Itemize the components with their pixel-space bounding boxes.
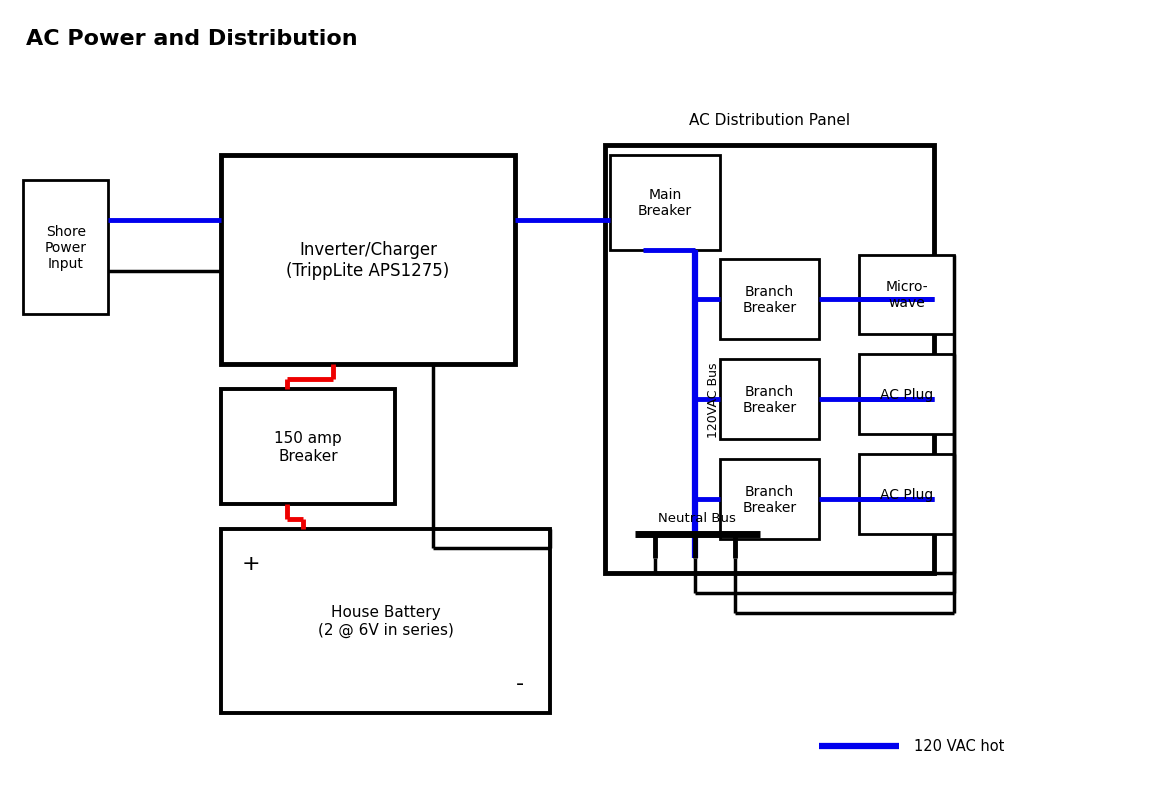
Text: 150 amp
Breaker: 150 amp Breaker (274, 431, 342, 463)
Text: House Battery
(2 @ 6V in series): House Battery (2 @ 6V in series) (317, 605, 454, 638)
Bar (859, 454, 954, 534)
Bar (605, 146, 935, 573)
Text: +: + (241, 553, 260, 573)
Text: 120VAC Bus: 120VAC Bus (707, 362, 720, 437)
Text: AC Plug: AC Plug (880, 487, 933, 501)
Text: Branch
Breaker: Branch Breaker (743, 384, 796, 415)
Text: AC Power and Distribution: AC Power and Distribution (27, 29, 358, 49)
Bar (720, 260, 820, 340)
Text: AC Distribution Panel: AC Distribution Panel (688, 113, 850, 128)
Text: Branch
Breaker: Branch Breaker (743, 285, 796, 315)
Text: AC Plug: AC Plug (880, 387, 933, 402)
Text: 120 VAC hot: 120 VAC hot (914, 739, 1004, 753)
Text: Main
Breaker: Main Breaker (637, 188, 692, 218)
Bar (221, 390, 396, 504)
Text: -: - (517, 673, 525, 693)
Bar (221, 156, 515, 365)
Bar (720, 359, 820, 439)
Bar (859, 354, 954, 435)
Text: Micro-
wave: Micro- wave (886, 280, 928, 310)
Bar (610, 156, 720, 250)
Text: Neutral Bus: Neutral Bus (658, 511, 736, 524)
Bar (859, 255, 954, 334)
Bar (221, 529, 550, 713)
Text: Branch
Breaker: Branch Breaker (743, 484, 796, 514)
Bar (720, 460, 820, 539)
Bar (23, 180, 108, 315)
Text: Inverter/Charger
(TrippLite APS1275): Inverter/Charger (TrippLite APS1275) (287, 241, 449, 280)
Text: Shore
Power
Input: Shore Power Input (45, 225, 87, 271)
